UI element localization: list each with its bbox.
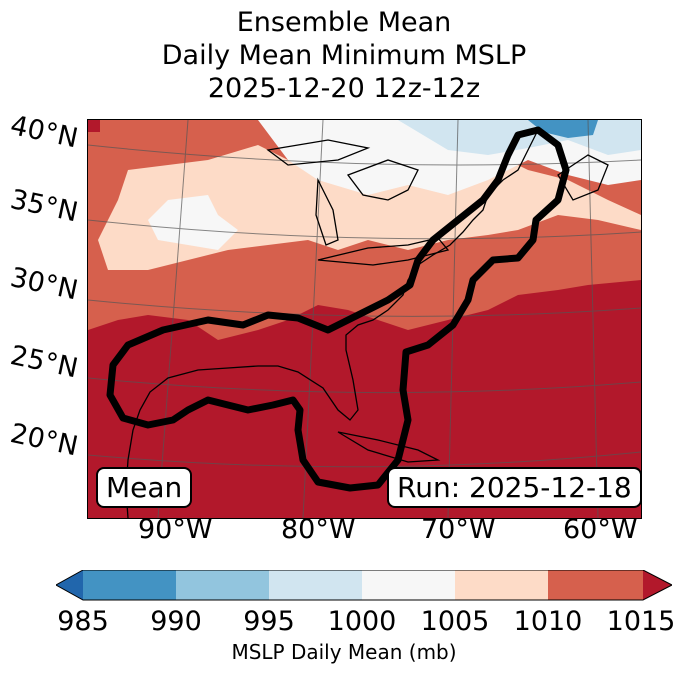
graticule [88, 120, 641, 518]
band-1005 [98, 140, 641, 270]
mslp-field-map [88, 120, 641, 518]
colorbar-extend-low [56, 570, 83, 600]
band-1000-west [148, 195, 238, 250]
meridian-90w [157, 120, 189, 518]
colorbar-tick-985: 985 [57, 606, 109, 637]
title-line-3: 2025-12-20 12z-12z [207, 73, 481, 104]
lat-label-35n: 35°N [7, 184, 81, 229]
parallel-30n [88, 299, 641, 317]
title-line-1: Ensemble Mean [236, 7, 452, 38]
lat-label-40n: 40°N [7, 110, 81, 155]
lat-label-25n: 25°N [7, 340, 81, 385]
lon-label-60w: 60°W [563, 514, 638, 545]
lat-label-30n: 30°N [7, 262, 81, 307]
colorbar-tick-1010: 1010 [513, 606, 583, 637]
colorbar-segment-1005-1010 [455, 570, 548, 600]
mean-label-box: Mean [96, 467, 193, 508]
lat-label-20n: 20°N [7, 418, 81, 463]
colorbar-segment-985-990 [83, 570, 176, 600]
colorbar-segment-1010-1015 [548, 570, 643, 600]
title-line-2: Daily Mean Minimum MSLP [161, 40, 527, 71]
band-990 [528, 120, 598, 138]
colorbar-tick-1000: 1000 [327, 606, 397, 637]
parallel-20n [88, 451, 641, 468]
lake-huron [346, 159, 419, 201]
figure-title: Ensemble Mean Daily Mean Minimum MSLP 20… [0, 6, 688, 105]
nova-scotia [557, 154, 609, 201]
lon-label-70w: 70°W [421, 514, 496, 545]
east-coast [125, 129, 539, 518]
colorbar-segment-1000-1005 [362, 570, 455, 600]
lake-superior [266, 139, 371, 166]
run-date-box: Run: 2025-12-18 [387, 467, 642, 508]
parallel-35n [88, 219, 641, 240]
meridian-80w [302, 120, 324, 518]
colorbar-tick-1005: 1005 [420, 606, 490, 637]
band-corner [88, 120, 100, 132]
colorbar-tick-1015: 1015 [606, 606, 676, 637]
colorbar-tick-995: 995 [243, 606, 295, 637]
cuba [337, 431, 441, 463]
colorbar [56, 570, 672, 601]
colorbar-extend-high [643, 570, 672, 600]
probability-contour [106, 126, 570, 492]
meridian-60w [587, 120, 599, 518]
lake-erie-ontario [317, 237, 450, 266]
colorbar-tick-990: 990 [150, 606, 202, 637]
map-panel [87, 119, 642, 519]
colorbar-segment-995-1000 [269, 570, 362, 600]
colorbar-segment-990-995 [176, 570, 269, 600]
coastlines [125, 129, 609, 518]
lon-label-90w: 90°W [138, 514, 213, 545]
parallel-25n [88, 377, 641, 394]
colorbar-outline [56, 570, 672, 601]
colorbar-label: MSLP Daily Mean (mb) [231, 640, 457, 664]
lake-michigan [315, 177, 339, 246]
lon-label-80w: 80°W [281, 514, 356, 545]
